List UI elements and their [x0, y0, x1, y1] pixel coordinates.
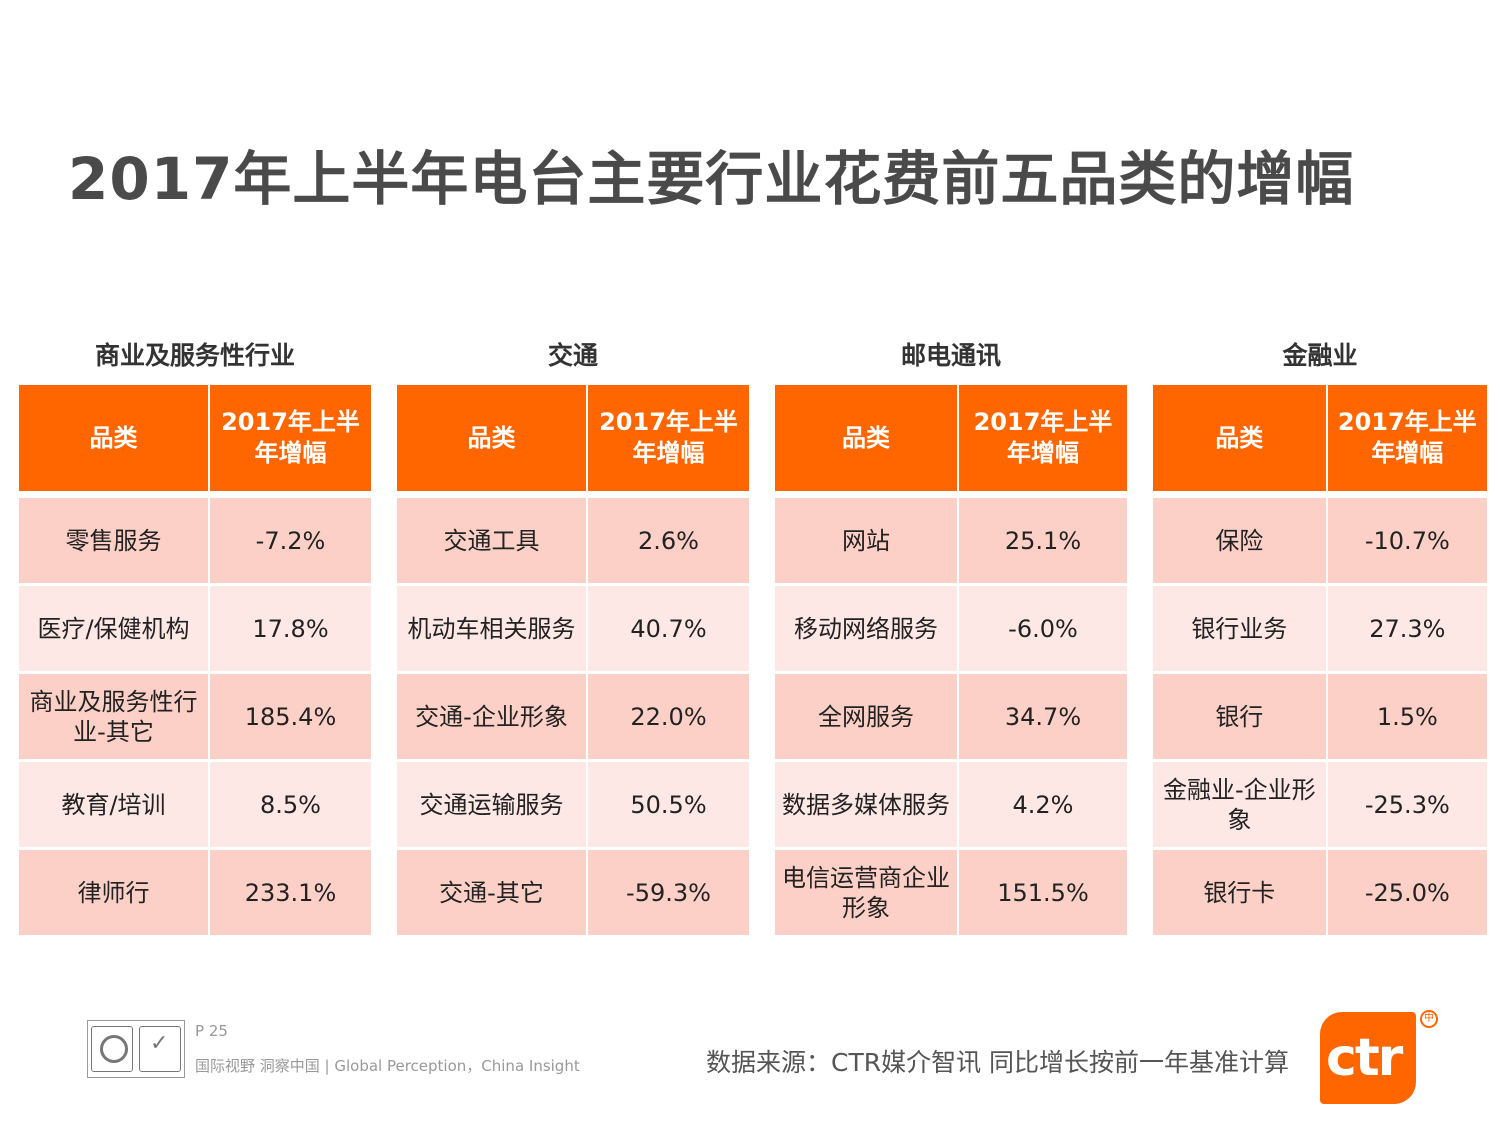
page-title: 2017年上半年电台主要行业花费前五品类的增幅 [68, 145, 1355, 213]
growth-cell: 50.5% [588, 762, 749, 847]
growth-cell: 185.4% [210, 674, 371, 759]
category-table: 品类 2017年上半年增幅 网站 25.1% 移动网络服务 -6.0% 全网服务 34… [773, 382, 1129, 938]
growth-cell: -6.0% [959, 586, 1127, 671]
growth-cell: 8.5% [210, 762, 371, 847]
table-row: 交通-企业形象 22.0% [397, 674, 749, 759]
table-row: 教育/培训 8.5% [19, 762, 371, 847]
table-row: 网站 25.1% [775, 498, 1127, 583]
footer-tagline: 国际视野 洞察中国 | Global Perception，China Insi… [195, 1057, 580, 1075]
table-header: 品类 2017年上半年增幅 [775, 385, 1127, 495]
category-cell: 网站 [775, 498, 957, 583]
group-transport: 交通 品类 2017年上半年增幅 交通工具 2.6% 机动车相关服务 40.7% 交… [395, 336, 751, 938]
group-telecom: 邮电通讯 品类 2017年上半年增幅 网站 25.1% 移动网络服务 -6.0% 全… [773, 336, 1129, 938]
group-title: 商业及服务性行业 [94, 341, 295, 370]
group-title: 邮电通讯 [900, 341, 1001, 370]
growth-cell: -25.3% [1327, 762, 1487, 847]
growth-cell: 233.1% [210, 850, 371, 935]
table-row: 零售服务 -7.2% [19, 498, 371, 583]
page-number: P 25 [195, 1022, 228, 1040]
growth-cell: 40.7% [588, 586, 749, 671]
growth-cell: -25.0% [1327, 850, 1487, 935]
category-cell: 移动网络服务 [775, 586, 957, 671]
table-row: 机动车相关服务 40.7% [397, 586, 749, 671]
growth-cell: 151.5% [959, 850, 1127, 935]
category-cell: 医疗/保健机构 [19, 586, 208, 671]
table-row: 电信运营商企业形象 151.5% [775, 850, 1127, 935]
header-category: 品类 [397, 385, 586, 495]
growth-cell: -59.3% [588, 850, 749, 935]
growth-cell: 17.8% [210, 586, 371, 671]
table-header: 品类 2017年上半年增幅 [1153, 385, 1487, 495]
header-category: 品类 [1153, 385, 1326, 495]
header-growth: 2017年上半年增幅 [210, 385, 371, 495]
category-table: 品类 2017年上半年增幅 交通工具 2.6% 机动车相关服务 40.7% 交通-企… [395, 382, 751, 938]
table-row: 医疗/保健机构 17.8% [19, 586, 371, 671]
category-cell: 银行 [1153, 674, 1326, 759]
group-title: 金融业 [1282, 341, 1358, 370]
category-cell: 保险 [1153, 498, 1326, 583]
header-growth: 2017年上半年增幅 [588, 385, 749, 495]
group-finance: 金融业 品类 2017年上半年增幅 保险 -10.7% 银行业务 27.3% 银行 1… [1151, 336, 1489, 938]
table-row: 律师行 233.1% [19, 850, 371, 935]
header-growth: 2017年上半年增幅 [1327, 385, 1487, 495]
header-category: 品类 [775, 385, 957, 495]
growth-cell: 27.3% [1327, 586, 1487, 671]
header-growth: 2017年上半年增幅 [959, 385, 1127, 495]
table-row: 金融业-企业形象 -25.3% [1153, 762, 1487, 847]
table-row: 银行卡 -25.0% [1153, 850, 1487, 935]
category-cell: 全网服务 [775, 674, 957, 759]
growth-cell: 4.2% [959, 762, 1127, 847]
category-cell: 机动车相关服务 [397, 586, 586, 671]
table-header: 品类 2017年上半年增幅 [19, 385, 371, 495]
category-cell: 电信运营商企业形象 [775, 850, 957, 935]
logo-registered-mark: 中 [1420, 1010, 1438, 1028]
table-row: 交通-其它 -59.3% [397, 850, 749, 935]
table-row: 银行 1.5% [1153, 674, 1487, 759]
growth-cell: 34.7% [959, 674, 1127, 759]
ctr-logo: ctr [1320, 1012, 1416, 1104]
table-row: 保险 -10.7% [1153, 498, 1487, 583]
growth-cell: -7.2% [210, 498, 371, 583]
category-cell: 商业及服务性行业-其它 [19, 674, 208, 759]
table-row: 交通运输服务 50.5% [397, 762, 749, 847]
category-cell: 数据多媒体服务 [775, 762, 957, 847]
category-cell: 金融业-企业形象 [1153, 762, 1326, 847]
category-cell: 交通运输服务 [397, 762, 586, 847]
category-cell: 交通工具 [397, 498, 586, 583]
sgs-certification-icon [91, 1026, 133, 1072]
table-header: 品类 2017年上半年增幅 [397, 385, 749, 495]
certification-badges [87, 1020, 185, 1078]
group-commerce: 商业及服务性行业 品类 2017年上半年增幅 零售服务 -7.2% 医疗/保健机构… [17, 336, 373, 938]
category-cell: 零售服务 [19, 498, 208, 583]
category-cell: 交通-企业形象 [397, 674, 586, 759]
category-cell: 教育/培训 [19, 762, 208, 847]
category-table: 品类 2017年上半年增幅 保险 -10.7% 银行业务 27.3% 银行 1.5% … [1151, 382, 1489, 938]
category-cell: 银行业务 [1153, 586, 1326, 671]
growth-cell: 22.0% [588, 674, 749, 759]
table-row: 移动网络服务 -6.0% [775, 586, 1127, 671]
category-cell: 律师行 [19, 850, 208, 935]
growth-cell: -10.7% [1327, 498, 1487, 583]
table-row: 商业及服务性行业-其它 185.4% [19, 674, 371, 759]
growth-cell: 2.6% [588, 498, 749, 583]
data-source-note: 数据来源：CTR媒介智讯 同比增长按前一年基准计算 [706, 1048, 1290, 1077]
table-row: 交通工具 2.6% [397, 498, 749, 583]
table-row: 银行业务 27.3% [1153, 586, 1487, 671]
category-cell: 银行卡 [1153, 850, 1326, 935]
category-cell: 交通-其它 [397, 850, 586, 935]
header-category: 品类 [19, 385, 208, 495]
group-title: 交通 [547, 341, 598, 370]
growth-cell: 1.5% [1327, 674, 1487, 759]
table-row: 数据多媒体服务 4.2% [775, 762, 1127, 847]
growth-cell: 25.1% [959, 498, 1127, 583]
ukas-certification-icon [139, 1026, 181, 1072]
category-table: 品类 2017年上半年增幅 零售服务 -7.2% 医疗/保健机构 17.8% 商业及… [17, 382, 373, 938]
table-row: 全网服务 34.7% [775, 674, 1127, 759]
